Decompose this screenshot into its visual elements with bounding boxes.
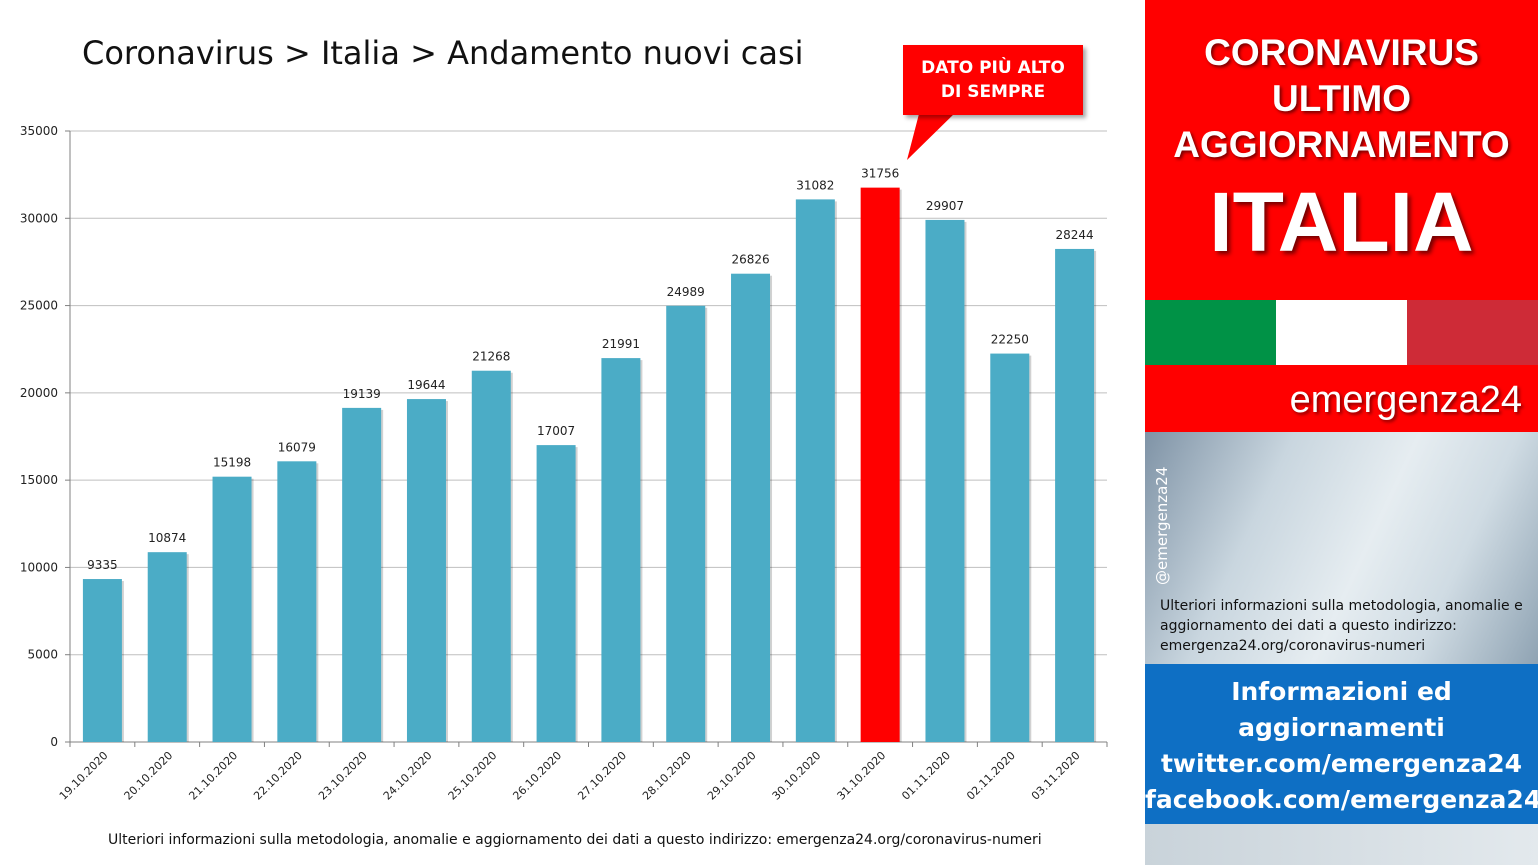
- y-tick-label: 10000: [20, 560, 58, 574]
- data-label: 28244: [1056, 228, 1094, 242]
- data-label: 31082: [796, 178, 834, 192]
- x-tick-label: 25.10.2020: [446, 749, 500, 803]
- data-label: 15198: [213, 456, 251, 470]
- bar: [601, 358, 641, 742]
- y-tick-labels: 0 5000 10000 15000 20000 25000 30000 35000: [20, 124, 58, 749]
- bar: [990, 353, 1030, 742]
- x-tick-label: 02.11.2020: [964, 749, 1018, 803]
- x-tick-label: 29.10.2020: [705, 749, 759, 803]
- header-lines: CORONAVIRUS ULTIMO AGGIORNAMENTO: [1145, 30, 1538, 168]
- panel-info-text: Ulteriori informazioni sulla metodologia…: [1160, 598, 1523, 654]
- y-tick-label: 35000: [20, 124, 58, 138]
- x-tick-label: 19.10.2020: [57, 749, 111, 803]
- data-label: 31756: [861, 167, 899, 181]
- facebook-link[interactable]: facebook.com/emergenza24: [1145, 785, 1538, 814]
- y-tick-label: 15000: [20, 473, 58, 487]
- data-label: 9335: [87, 558, 118, 572]
- x-tick-label: 20.10.2020: [122, 749, 176, 803]
- bar: [342, 407, 382, 742]
- data-label: 29907: [926, 199, 964, 213]
- bar-chart: 9335 10874 15198 16079 19139 19644 21268 17007 2…: [20, 124, 1108, 803]
- bar: [471, 370, 511, 742]
- data-label: 16079: [278, 440, 316, 454]
- bar: [82, 579, 122, 742]
- bar: [147, 552, 187, 742]
- x-tick-label: 28.10.2020: [640, 749, 694, 803]
- x-tick-label: 21.10.2020: [186, 749, 240, 803]
- bar: [925, 219, 965, 742]
- footnote: Ulteriori informazioni sulla metodologia…: [108, 832, 1042, 848]
- data-label: 17007: [537, 424, 575, 438]
- callout-tail: [907, 110, 958, 160]
- bar: [666, 305, 706, 742]
- x-tick-label: 23.10.2020: [316, 749, 370, 803]
- country-title: ITALIA: [1209, 175, 1474, 269]
- bar: [795, 199, 835, 742]
- x-tick-label: 27.10.2020: [575, 749, 629, 803]
- info-panel: CORONAVIRUS ULTIMO AGGIORNAMENTO ITALIA …: [1145, 0, 1538, 865]
- header-line-1: CORONAVIRUS: [1204, 32, 1479, 73]
- y-tick-label: 30000: [20, 211, 58, 225]
- social-line-1: Informazioni ed: [1231, 677, 1452, 706]
- header-line-3: AGGIORNAMENTO: [1173, 124, 1510, 165]
- data-label: 26826: [731, 253, 769, 267]
- bar: [277, 461, 317, 742]
- bar: [212, 476, 252, 742]
- callout-line-1: DATO PIÙ ALTO: [921, 58, 1065, 78]
- y-tick-label: 20000: [20, 386, 58, 400]
- data-label: 24989: [667, 285, 705, 299]
- x-tick-label: 31.10.2020: [835, 749, 889, 803]
- italian-flag: [1145, 300, 1538, 365]
- highlight-callout: DATO PIÙ ALTO DI SEMPRE: [903, 45, 1083, 115]
- background-photo: [1145, 432, 1538, 664]
- flag-green-stripe: [1145, 300, 1276, 365]
- data-labels: 9335 10874 15198 16079 19139 19644 21268 17007 2…: [87, 167, 1094, 572]
- bar-highlight: [860, 187, 900, 742]
- bar: [1055, 248, 1095, 742]
- bars: [82, 187, 1097, 742]
- callout-line-2: DI SEMPRE: [940, 82, 1046, 102]
- x-tick-label: 03.11.2020: [1029, 749, 1083, 803]
- x-tick-label: 01.11.2020: [899, 749, 953, 803]
- bar: [536, 445, 576, 742]
- x-tick-labels: 19.10.2020 20.10.2020 21.10.2020 22.10.2020…: [57, 749, 1083, 803]
- social-line-2: aggiornamenti: [1238, 713, 1445, 742]
- social-box: Informazioni ed aggiornamenti twitter.co…: [1145, 664, 1538, 824]
- y-tick-label: 0: [50, 735, 58, 749]
- social-handle: @emergenza24: [1153, 466, 1171, 585]
- panel-header: CORONAVIRUS ULTIMO AGGIORNAMENTO ITALIA: [1145, 0, 1538, 300]
- chart-title: Coronavirus > Italia > Andamento nuovi c…: [82, 34, 804, 72]
- y-tick-label: 25000: [20, 299, 58, 313]
- twitter-link[interactable]: twitter.com/emergenza24: [1160, 749, 1523, 778]
- data-label: 21268: [472, 350, 510, 364]
- header-line-2: ULTIMO: [1271, 78, 1412, 119]
- x-tick-label: 22.10.2020: [251, 749, 305, 803]
- flag-white-stripe: [1276, 300, 1407, 365]
- data-label: 19139: [343, 387, 381, 401]
- brand-name: emergenza24: [1145, 365, 1538, 432]
- y-tick-label: 5000: [27, 648, 58, 662]
- bar: [731, 273, 771, 742]
- data-label: 10874: [148, 531, 186, 545]
- x-tick-label: 24.10.2020: [381, 749, 435, 803]
- panel-footer: [1145, 824, 1538, 865]
- data-label: 22250: [991, 333, 1029, 347]
- flag-red-stripe: [1407, 300, 1538, 365]
- data-label: 21991: [602, 337, 640, 351]
- data-label: 19644: [407, 378, 445, 392]
- bar: [406, 399, 446, 742]
- x-tick-label: 26.10.2020: [510, 749, 564, 803]
- x-tick-label: 30.10.2020: [770, 749, 824, 803]
